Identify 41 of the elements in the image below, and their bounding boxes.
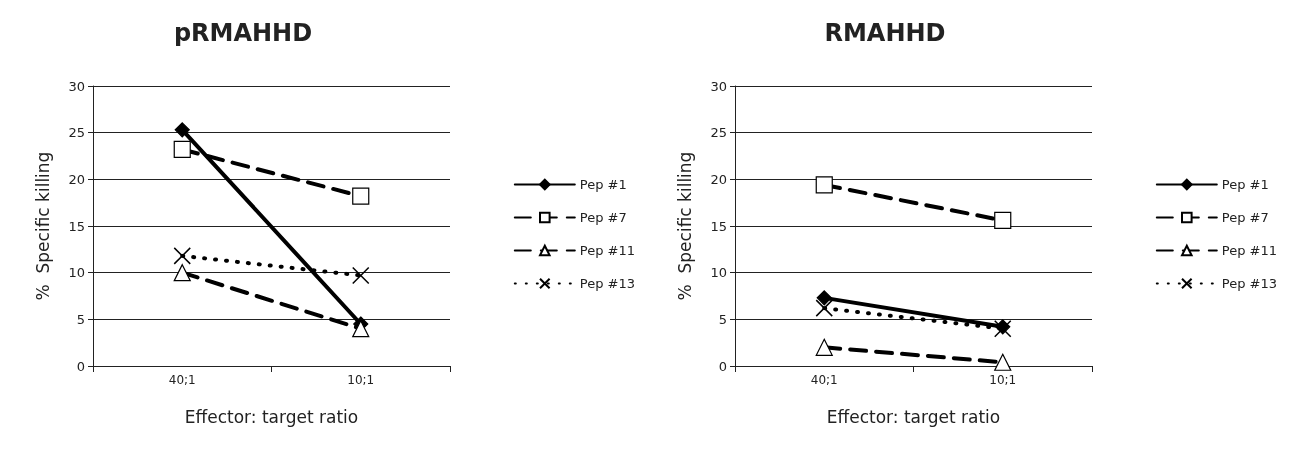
legend-label: Pep #1 — [579, 177, 627, 192]
legend-label: Pep #13 — [1221, 276, 1278, 291]
point — [994, 211, 1012, 229]
legend-label: Pep #7 — [1221, 210, 1269, 225]
y-tick-label: 30 — [710, 78, 727, 94]
y-axis-title: % Specific killing — [674, 151, 695, 301]
point — [352, 187, 370, 205]
legend-label: Pep #13 — [579, 276, 636, 291]
chart-title: RMAHHD — [824, 19, 946, 47]
legend-label: Pep #11 — [1221, 243, 1278, 258]
y-tick-label: 15 — [68, 218, 85, 234]
point — [816, 290, 832, 306]
y-tick-label: 20 — [710, 171, 727, 187]
y-tick-label: 10 — [710, 265, 727, 281]
y-tick-label: 25 — [710, 125, 727, 141]
x-tick-label: 10;1 — [989, 373, 1017, 387]
y-tick-label: 5 — [718, 311, 727, 327]
y-axis-title: % Specific killing — [32, 151, 53, 301]
legend-label: Pep #11 — [579, 243, 636, 258]
point — [815, 176, 833, 194]
y-tick-label: 5 — [76, 311, 85, 327]
y-tick-label: 0 — [718, 358, 727, 374]
x-tick-label: 40;1 — [810, 373, 838, 387]
legend-label: Pep #1 — [1221, 177, 1269, 192]
x-tick-label: 10;1 — [347, 373, 375, 387]
legend-label: Pep #7 — [579, 210, 627, 225]
point — [352, 266, 370, 285]
x-tick-label: 40;1 — [168, 373, 196, 387]
x-axis-title: Effector: target ratio — [826, 406, 1001, 427]
y-tick-label: 30 — [68, 78, 85, 94]
y-tick-label: 0 — [76, 358, 85, 374]
x-axis-title: Effector: target ratio — [184, 406, 359, 427]
y-tick-label: 10 — [68, 265, 85, 281]
y-tick-label: 25 — [68, 125, 85, 141]
point — [173, 140, 191, 159]
y-tick-label: 20 — [68, 171, 85, 187]
point — [174, 122, 190, 138]
point — [815, 299, 833, 317]
y-tick-label: 15 — [710, 218, 727, 234]
point — [173, 247, 191, 265]
chart-title: pRMAHHD — [173, 19, 313, 47]
